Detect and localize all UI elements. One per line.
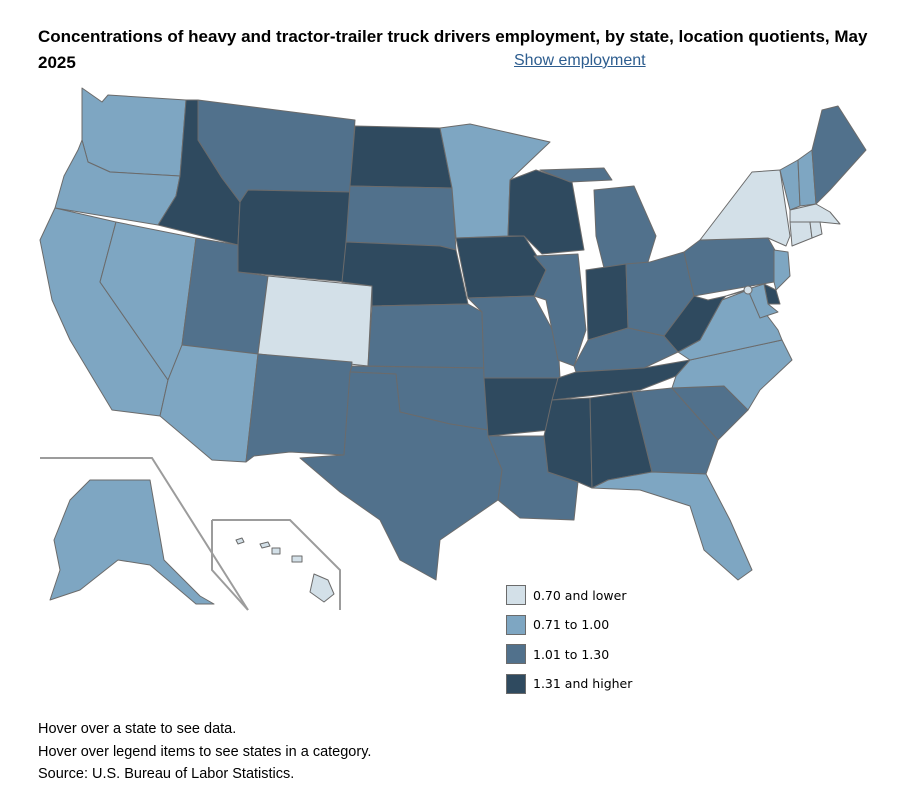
legend: 0.70 and lower 0.71 to 1.00 1.01 to 1.30… [506, 584, 632, 702]
state-wv[interactable] [663, 295, 727, 353]
legend-item-0.71-to-1.00[interactable]: 0.71 to 1.00 [506, 614, 632, 636]
state-ak[interactable] [49, 479, 215, 605]
legend-swatch [506, 614, 526, 635]
state-az[interactable] [159, 344, 259, 463]
state-tx[interactable] [299, 371, 503, 581]
source-note: Source: U.S. Bureau of Labor Statistics. [38, 766, 295, 782]
legend-label: 1.01 to 1.30 [533, 646, 610, 662]
legend-item-1.31-and-higher[interactable]: 1.31 and higher [506, 673, 632, 695]
state-wa[interactable] [81, 87, 187, 177]
state-nj[interactable] [773, 249, 791, 291]
state-ks[interactable] [367, 303, 485, 369]
state-ia[interactable] [455, 235, 547, 299]
state-fl[interactable] [591, 471, 753, 581]
legend-swatch [506, 644, 526, 664]
state-co[interactable] [257, 275, 373, 367]
hover-state-note: Hover over a state to see data. [38, 721, 237, 737]
state-dc[interactable] [743, 285, 753, 295]
state-ny[interactable] [699, 169, 791, 247]
state-wy[interactable] [237, 189, 351, 283]
hover-legend-note: Hover over legend items to see states in… [38, 743, 372, 760]
legend-item-0.70-and-lower[interactable]: 0.70 and lower [506, 584, 632, 606]
legend-item-1.01-to-1.30[interactable]: 1.01 to 1.30 [506, 643, 632, 665]
footnotes: Hover over a state to see data. Hover ov… [38, 718, 371, 786]
state-in[interactable] [585, 263, 629, 341]
legend-swatch [506, 673, 526, 694]
legend-label: 0.70 and lower [533, 587, 627, 603]
alaska-inset-frame [40, 457, 249, 611]
state-hi[interactable] [235, 537, 335, 603]
state-nm[interactable] [245, 353, 353, 463]
legend-label: 1.31 and higher [533, 676, 633, 691]
hawaii-inset-frame-left [211, 520, 249, 611]
map-title: Concentrations of heavy and tractor-trai… [38, 27, 868, 72]
show-employment-link[interactable]: Show employment [514, 52, 646, 69]
legend-swatch [506, 585, 526, 605]
state-sd[interactable] [345, 185, 457, 251]
state-il[interactable] [533, 253, 587, 367]
state-nd[interactable] [349, 125, 453, 189]
hawaii-inset-frame-top [212, 519, 341, 610]
state-wi[interactable] [507, 169, 585, 255]
state-ga[interactable] [631, 387, 719, 475]
states [39, 87, 867, 605]
state-ri[interactable] [809, 221, 823, 239]
legend-label: 0.71 to 1.00 [533, 617, 610, 632]
state-me[interactable] [811, 105, 867, 205]
state-ct[interactable] [789, 221, 813, 247]
